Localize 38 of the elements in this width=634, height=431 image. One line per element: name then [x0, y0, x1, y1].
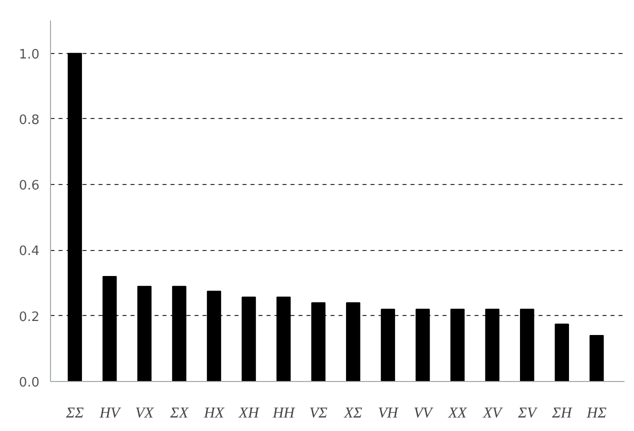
x-tick-label: XX	[447, 406, 468, 422]
x-tick-label: HΣ	[586, 406, 607, 422]
bar	[590, 335, 604, 382]
bar	[276, 296, 291, 382]
x-tick-label: VV	[414, 406, 434, 422]
bar	[450, 308, 465, 382]
bar	[416, 308, 430, 382]
bar	[206, 290, 222, 382]
y-tick-label: 1.0	[18, 47, 40, 62]
y-tick-label: 0.8	[18, 112, 40, 128]
bar	[102, 276, 117, 382]
bar	[520, 308, 534, 382]
bar	[554, 324, 569, 382]
x-tick-label: ΣH	[551, 406, 573, 422]
bar	[380, 308, 396, 382]
x-tick-label: VX	[135, 406, 154, 422]
x-tick-label: VΣ	[309, 406, 328, 422]
bar	[346, 302, 360, 382]
x-tick-label: ΣX	[169, 406, 190, 422]
x-tick-label: VH	[378, 406, 400, 422]
y-tick-label: 0.4	[18, 244, 40, 260]
x-tick-label: ΣV	[517, 406, 538, 422]
bar	[137, 286, 152, 382]
x-tick-label: HX	[203, 406, 225, 422]
x-tick-label: XH	[238, 406, 260, 422]
bar	[242, 296, 256, 382]
x-tick-label: XV	[482, 406, 504, 422]
x-tick-label: HH	[272, 406, 296, 422]
bar	[172, 286, 186, 382]
y-tick-label: 0.2	[18, 310, 40, 325]
bar	[485, 308, 500, 382]
y-tick-label: 0.6	[18, 178, 40, 194]
x-tick-label: XΣ	[343, 406, 362, 422]
bar	[68, 52, 82, 382]
bar	[311, 302, 326, 382]
y-tick-label: 0.0	[18, 376, 40, 390]
x-tick-label: HV	[98, 406, 122, 422]
x-tick-label: ΣΣ	[64, 406, 84, 422]
